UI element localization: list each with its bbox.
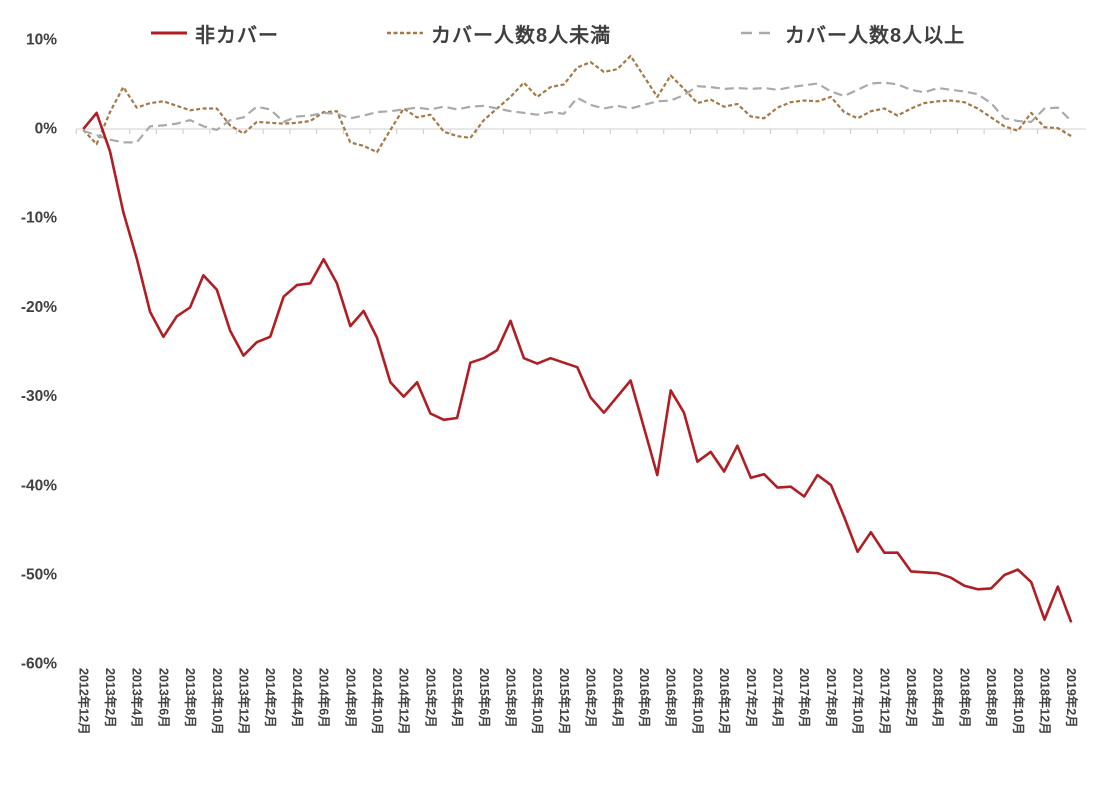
x-tick-label: 2015年12月 (557, 668, 572, 735)
x-tick-label: 2013年6月 (156, 668, 171, 728)
x-tick-label: 2018年8月 (984, 668, 999, 728)
x-tick-label: 2013年12月 (237, 668, 252, 735)
x-tick-label: 2017年10月 (851, 668, 866, 735)
x-tick-label: 2014年4月 (290, 668, 305, 728)
x-tick-label: 2018年12月 (1038, 668, 1053, 735)
series-line-0-noncover (82, 111, 1073, 623)
x-tick-label: 2018年6月 (957, 668, 972, 728)
x-tick-label: 2016年12月 (717, 668, 732, 735)
y-tick-label: -60% (21, 656, 57, 673)
series-line-2-cover-8plus (82, 81, 1072, 144)
x-tick-label: 2015年4月 (450, 668, 465, 728)
x-tick-label: 2013年4月 (130, 668, 145, 728)
x-tick-label: 2013年8月 (183, 668, 198, 728)
x-tick-label: 2016年4月 (610, 668, 625, 728)
y-tick-label: -30% (21, 388, 57, 405)
x-tick-label: 2016年10月 (690, 668, 705, 735)
y-tick-label: -40% (21, 477, 57, 494)
x-tick-label: 2014年6月 (317, 668, 332, 728)
y-tick-label: -20% (21, 299, 57, 316)
x-tick-label: 2017年6月 (797, 668, 812, 728)
series-line-1-cover-under8 (82, 54, 1072, 154)
x-tick-label: 2016年2月 (584, 668, 599, 728)
x-tick-label: 2016年8月 (664, 668, 679, 728)
x-tick-label: 2014年10月 (370, 668, 385, 735)
y-tick-label: -10% (21, 210, 57, 227)
x-tick-label: 2017年8月 (824, 668, 839, 728)
x-tick-label: 2019年2月 (1064, 668, 1079, 728)
x-tick-label: 2015年6月 (477, 668, 492, 728)
x-tick-label: 2015年10月 (530, 668, 545, 735)
x-tick-label: 2017年4月 (771, 668, 786, 728)
x-tick-label: 2013年2月 (103, 668, 118, 728)
x-tick-label: 2014年2月 (263, 668, 278, 728)
x-tick-label: 2018年2月 (904, 668, 919, 728)
x-tick-label: 2017年12月 (877, 668, 892, 735)
y-tick-label: -50% (21, 567, 57, 584)
x-tick-label: 2017年2月 (744, 668, 759, 728)
x-tick-label: 2013年10月 (210, 668, 225, 735)
x-tick-label: 2015年8月 (504, 668, 519, 728)
x-tick-label: 2018年4月 (931, 668, 946, 728)
x-tick-label: 2018年10月 (1011, 668, 1026, 735)
x-tick-label: 2015年2月 (423, 668, 438, 728)
x-tick-label: 2016年6月 (637, 668, 652, 728)
x-tick-label: 2012年12月 (76, 668, 91, 735)
y-tick-label: 0% (35, 121, 58, 138)
y-tick-label: 10% (26, 31, 57, 48)
x-tick-label: 2014年8月 (343, 668, 358, 728)
x-tick-label: 2014年12月 (397, 668, 412, 735)
